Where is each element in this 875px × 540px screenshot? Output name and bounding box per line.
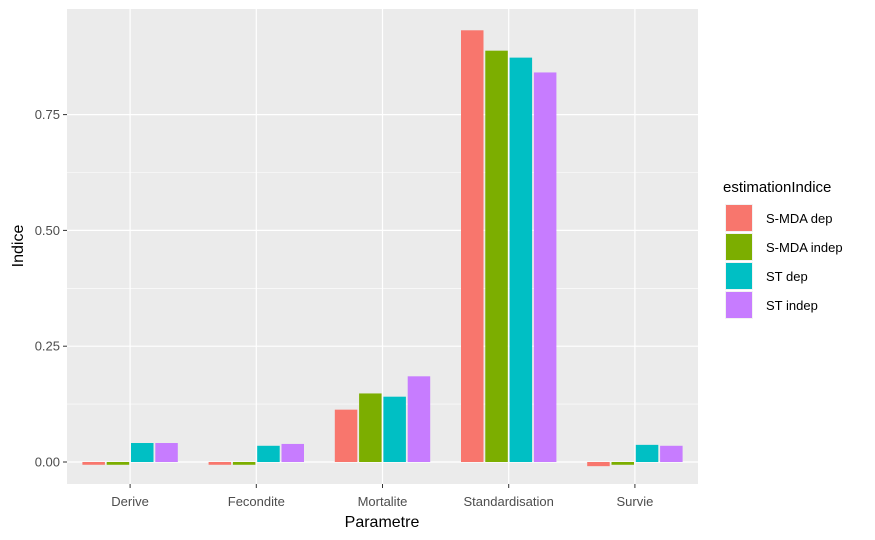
bar [611,462,634,465]
bar [257,445,280,462]
bar [383,396,406,462]
x-axis-title: Parametre [345,514,420,531]
legend-label: S-MDA dep [766,211,832,226]
bar [281,443,304,462]
legend-label: ST dep [766,269,808,284]
bar [155,443,178,462]
bars-group [82,30,683,467]
bar [635,444,659,462]
legend-title: estimationIndice [723,179,831,196]
bar [509,57,533,462]
bar [485,50,508,462]
bar [208,462,232,465]
legend-key-swatch [726,263,752,289]
bar [131,443,154,462]
bar [334,409,358,462]
bar [461,30,484,462]
x-tick-label: Derive [111,494,149,509]
legend-key-swatch [726,205,752,231]
x-tick-label: Mortalite [358,494,408,509]
bar [407,376,431,462]
x-tick-label: Survie [616,494,653,509]
y-tick-label: 0.00 [35,455,60,470]
legend-label: S-MDA indep [766,240,843,255]
y-tick-label: 0.75 [35,107,60,122]
y-tick-label: 0.50 [35,223,60,238]
bar [232,462,256,465]
legend-label: ST indep [766,298,818,313]
y-axis-title: Indice [10,225,27,268]
bar [660,445,683,462]
legend-key-swatch [726,292,752,318]
bar [359,393,382,462]
y-axis: 0.00 0.25 0.50 0.75 [35,107,67,470]
legend: estimationIndice S-MDA dep S-MDA indep ST … [723,179,843,319]
x-tick-label: Fecondite [228,494,285,509]
bar [82,462,105,465]
bar [587,462,610,467]
x-axis: Derive Fecondite Mortalite Standardisation S… [111,484,653,509]
y-tick-label: 0.25 [35,339,60,354]
bar [106,462,130,465]
bar [533,72,557,463]
x-tick-label: Standardisation [464,494,554,509]
legend-key-swatch [726,234,752,260]
